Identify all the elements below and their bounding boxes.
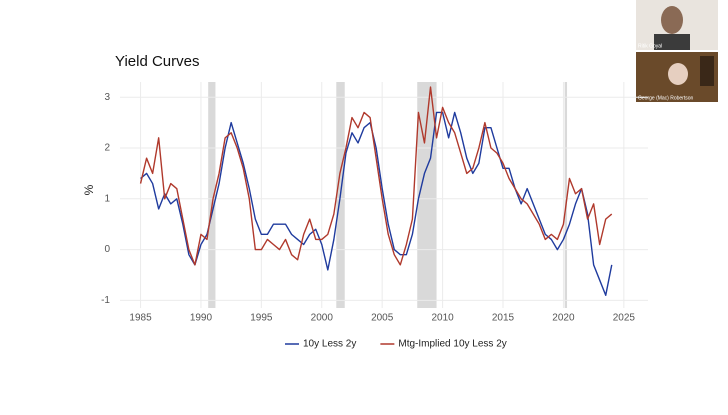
background xyxy=(700,56,714,86)
x-tick-label: 2005 xyxy=(371,313,394,324)
video-tile: Ritik Goyal xyxy=(636,0,718,50)
series-line xyxy=(139,86,613,266)
x-tick-label: 2020 xyxy=(552,313,575,324)
recession-band xyxy=(208,82,216,308)
avatar xyxy=(661,6,683,34)
recession-band xyxy=(564,82,568,308)
series-line xyxy=(140,111,613,297)
y-tick-label: 2 xyxy=(104,143,110,154)
x-tick-label: 1985 xyxy=(129,313,152,324)
y-tick-label: -1 xyxy=(101,295,110,306)
recession-band xyxy=(417,82,437,308)
y-axis-label: % xyxy=(82,184,96,195)
avatar xyxy=(654,34,690,50)
y-tick-label: 1 xyxy=(104,193,110,204)
x-tick-label: 2025 xyxy=(613,313,636,324)
x-tick-label: 2015 xyxy=(492,313,515,324)
x-tick-label: 2000 xyxy=(311,313,334,324)
legend-label: Mtg-Implied 10y Less 2y xyxy=(398,339,506,350)
participant-name: George (Mac) Robertson xyxy=(638,95,694,101)
participant-name: Ritik Goyal xyxy=(638,43,662,49)
y-tick-label: 3 xyxy=(104,92,110,103)
video-tile: George (Mac) Robertson xyxy=(636,52,718,102)
x-tick-label: 1995 xyxy=(250,313,273,324)
legend-label: 10y Less 2y xyxy=(303,339,356,350)
y-tick-label: 0 xyxy=(104,244,110,255)
x-tick-label: 1990 xyxy=(190,313,213,324)
avatar xyxy=(668,63,688,85)
x-tick-label: 2010 xyxy=(431,313,454,324)
chart-title: Yield Curves xyxy=(115,53,199,70)
